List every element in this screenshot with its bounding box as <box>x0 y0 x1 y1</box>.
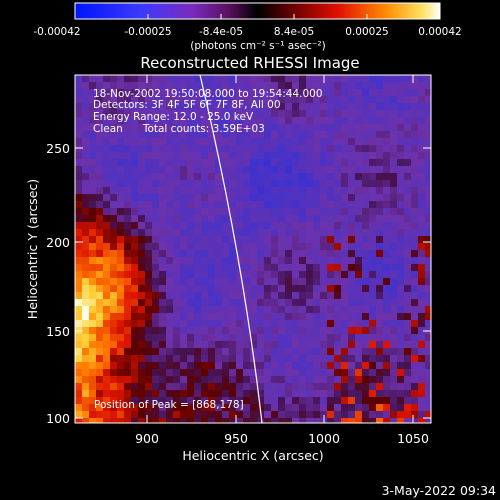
x-tick-label: 950 <box>224 431 248 446</box>
y-tick-label: 200 <box>46 235 70 250</box>
colorbar-tick-label: 0.00042 <box>418 26 461 38</box>
solar-limb <box>199 75 263 423</box>
info-line-1: 18-Nov-2002 19:50:08.000 to 19:54:44.000 <box>93 88 323 100</box>
y-axis-label: Heliocentric Y (arcsec) <box>25 179 40 319</box>
info-line-3: Energy Range: 12.0 - 25.0 keV <box>93 111 254 123</box>
colorbar-tick-label: 0.00025 <box>345 26 388 38</box>
colorbar <box>74 2 441 20</box>
info-line-2: Detectors: 3F 4F 5F 6F 7F 8F, All 00 <box>93 99 281 111</box>
y-tick-label: 150 <box>46 324 70 339</box>
info-line-4: Clean Total counts: 3.59E+03 <box>93 123 265 135</box>
rhessi-image <box>75 75 431 423</box>
image-title: Reconstructed RHESSI Image <box>140 54 359 72</box>
axis-ticks <box>75 75 431 423</box>
colorbar-tick-label: -0.00042 <box>33 26 80 38</box>
x-tick-label: 1050 <box>397 431 429 446</box>
y-tick-label: 250 <box>46 141 70 156</box>
footer-date: 3-May-2022 09:34 <box>382 483 496 498</box>
colorbar-tick-label: -0.00025 <box>124 26 171 38</box>
colorbar-ticks <box>74 14 441 19</box>
x-axis-label: Heliocentric X (arcsec) <box>182 448 323 463</box>
colorbar-tick-label: 8.4e-05 <box>274 26 314 38</box>
peak-position: Position of Peak = [868,178] <box>94 399 244 411</box>
x-tick-label: 1000 <box>308 431 340 446</box>
y-tick-label: 100 <box>46 411 70 426</box>
x-tick-label: 900 <box>135 431 159 446</box>
colorbar-tick-label: -8.4e-05 <box>199 26 243 38</box>
colorbar-units: (photons cm⁻² s⁻¹ asec⁻²) <box>190 40 325 52</box>
plot-frame <box>74 74 432 424</box>
